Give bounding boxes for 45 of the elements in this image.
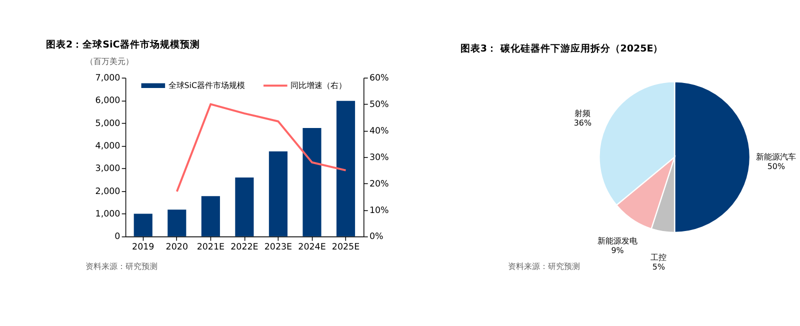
line-series xyxy=(176,103,347,192)
data-label: 5% xyxy=(652,262,666,272)
legend-label: 同比增速（右） xyxy=(290,81,346,90)
x-tick-label: 2020 xyxy=(166,242,188,253)
y-tick-label: 0 xyxy=(114,232,120,242)
legend-label: 全球SiC器件市场规模 xyxy=(168,81,246,90)
y-tick-label: 2,000 xyxy=(95,186,120,197)
x-tick-label: 2021E xyxy=(196,242,225,253)
y-tick-label: 5,000 xyxy=(95,118,120,129)
y-tick-label: 1,000 xyxy=(95,210,120,220)
text: 资料来源：研究预测 xyxy=(86,262,158,271)
y-tick-label: 7,000 xyxy=(95,73,120,84)
slice-label: 工控 xyxy=(650,252,667,262)
bar xyxy=(302,128,322,236)
slice-label: 新能源发电 xyxy=(598,236,638,246)
x-tick-label: 2024E xyxy=(298,242,326,253)
y2-tick-label: 30% xyxy=(369,152,389,163)
bar xyxy=(134,214,152,236)
bar xyxy=(235,177,254,236)
x-tick-label: 2019 xyxy=(132,242,154,253)
data-label: 50% xyxy=(767,162,786,171)
y-tick-label: 3,000 xyxy=(95,164,120,174)
chart-title: 图表3： 碳化硅器件下游应用拆分（2025E） xyxy=(460,42,664,55)
y-tick-label: 6,000 xyxy=(95,96,120,106)
y2-tick-label: 40% xyxy=(369,126,389,136)
x-tick-label: 2022E xyxy=(230,242,258,253)
chart-title: 图表2：全球SiC器件市场规模预测 xyxy=(46,38,200,51)
y2-tick-label: 50% xyxy=(369,100,389,110)
bar xyxy=(336,100,356,236)
slice-label: 射频 xyxy=(574,109,591,118)
bar xyxy=(201,196,220,236)
bar xyxy=(268,151,288,236)
bar xyxy=(168,210,186,236)
y2-tick-label: 10% xyxy=(369,206,389,216)
x-tick-label: 2023E xyxy=(264,242,292,253)
y2-tick-label: 20% xyxy=(369,179,389,190)
data-label: 36% xyxy=(574,118,592,128)
y-tick-label: 4,000 xyxy=(95,142,120,152)
slice-label: 新能源汽车 xyxy=(756,152,796,162)
x-tick-label: 2025E xyxy=(332,242,360,253)
text: 资料来源：研究预测 xyxy=(508,262,580,271)
y2-tick-label: 60% xyxy=(369,73,389,84)
y2-tick-label: 0% xyxy=(369,232,384,242)
y-axis-title: （百万美元） xyxy=(86,57,134,66)
data-label: 9% xyxy=(611,246,624,255)
